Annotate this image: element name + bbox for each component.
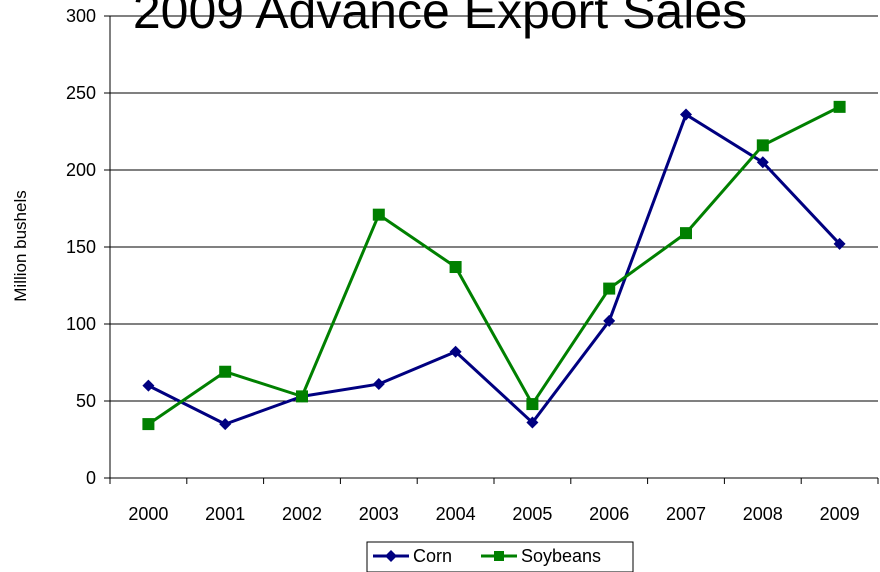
corn-line [147, 113, 841, 426]
legend: Corn Soybeans [366, 541, 634, 572]
x-axis-ticks: 2000 2001 2002 2003 2004 2005 2006 2007 2008 2009 [109, 478, 879, 524]
soybeans-point [833, 100, 846, 113]
x-tick-label: 2005 [512, 504, 552, 524]
soybeans-point [526, 398, 539, 411]
soybeans-point [372, 208, 385, 221]
series-corn [142, 108, 846, 431]
x-tick-label: 2003 [359, 504, 399, 524]
chart-title: 2009 Advance Export Sales [133, 0, 747, 39]
corn-point [680, 108, 692, 121]
y-tick-label: 100 [66, 314, 96, 334]
soybeans-point [219, 365, 232, 378]
y-tick-label: 250 [66, 83, 96, 103]
x-tick-label: 2007 [666, 504, 706, 524]
y-tick-label: 300 [66, 6, 96, 26]
corn-point [449, 345, 462, 358]
corn-point [219, 418, 232, 431]
x-tick-label: 2001 [205, 504, 245, 524]
legend-soybeans-label: Soybeans [521, 546, 601, 566]
y-tick-label: 200 [66, 160, 96, 180]
x-tick-label: 2004 [436, 504, 476, 524]
x-tick-label: 2000 [128, 504, 168, 524]
corn-point [603, 314, 616, 327]
soybeans-point [680, 227, 692, 240]
y-axis-ticks: 0 50 100 150 200 250 300 [66, 6, 110, 488]
series-layer [142, 100, 846, 431]
x-tick-label: 2009 [820, 504, 860, 524]
soybeans-point [142, 418, 155, 431]
y-tick-label: 50 [76, 391, 96, 411]
y-tick-label: 150 [66, 237, 96, 257]
series-soybeans [142, 100, 846, 431]
corn-point [526, 416, 539, 429]
y-axis-label: Million bushels [11, 190, 30, 302]
corn-point [372, 378, 385, 391]
y-tick-label: 0 [86, 468, 96, 488]
corn-point [756, 156, 769, 169]
x-tick-label: 2008 [743, 504, 783, 524]
soybeans-point [756, 139, 769, 152]
soybeans-point [449, 261, 462, 274]
corn-point [833, 237, 846, 250]
legend-corn-marker [385, 550, 397, 562]
x-tick-label: 2002 [282, 504, 322, 524]
legend-soybeans-marker [494, 551, 504, 561]
soybeans-point [296, 390, 308, 403]
soybeans-point [603, 282, 616, 295]
gridlines [110, 15, 878, 402]
legend-corn-label: Corn [413, 546, 452, 566]
corn-point [142, 379, 155, 392]
x-tick-label: 2006 [589, 504, 629, 524]
soybeans-line [147, 105, 841, 426]
